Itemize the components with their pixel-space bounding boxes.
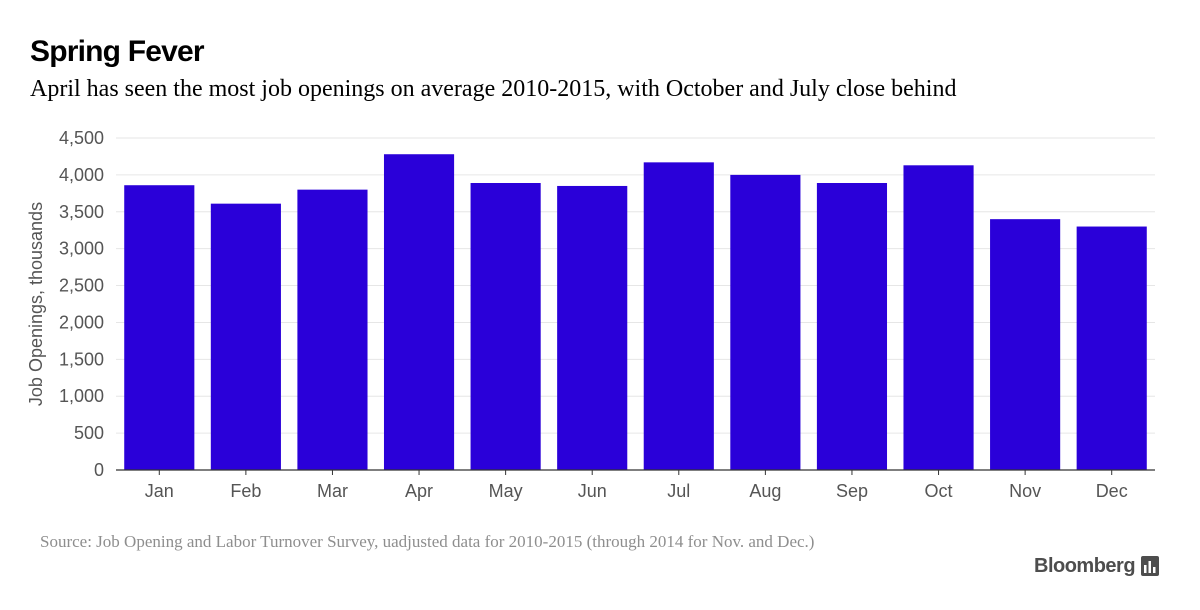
y-tick-label: 3,500 (59, 202, 104, 222)
x-tick-label: Jan (145, 481, 174, 501)
bars (124, 154, 1147, 470)
y-tick-label: 1,000 (59, 386, 104, 406)
bar-sep (816, 183, 888, 470)
bar-aug (730, 174, 801, 470)
bar-apr (383, 154, 455, 470)
x-tick-label: Mar (317, 481, 348, 501)
x-tick-label: Oct (925, 481, 953, 501)
bar-mar (297, 189, 368, 470)
bar-dec (1076, 226, 1147, 470)
bar-jun (557, 185, 628, 470)
bar-nov (990, 219, 1061, 470)
y-tick-label: 0 (94, 460, 104, 480)
bloomberg-brand: Bloomberg (1034, 553, 1160, 579)
y-tick-label: 3,000 (59, 239, 104, 259)
gridlines (116, 137, 1155, 434)
chart-title: Spring Fever (30, 35, 205, 68)
bloomberg-logo-text: Bloomberg (1034, 555, 1136, 577)
x-tick-label: May (489, 481, 523, 501)
y-tick-label: 4,500 (59, 128, 104, 148)
bar-jul (643, 162, 714, 470)
y-tick-label: 2,000 (59, 312, 104, 332)
x-tick-label: Jul (667, 481, 690, 501)
y-tick-label: 500 (74, 423, 104, 443)
y-tick-label: 1,500 (59, 349, 104, 369)
bar-chart: 0 500 1,000 1,500 2,000 2,500 3,000 3,500 4,000 4… (26, 128, 1155, 501)
y-axis-label: Job Openings, thousands (26, 202, 46, 406)
x-tick-label: Nov (1009, 481, 1041, 501)
bar-jan (124, 185, 195, 470)
bloomberg-chart-icon (1141, 556, 1160, 576)
x-tick-label: Dec (1096, 481, 1128, 501)
source-note: Source: Job Opening and Labor Turnover S… (40, 532, 815, 551)
bar-oct (903, 165, 974, 470)
x-tick-label: Jun (578, 481, 607, 501)
y-tick-label: 2,500 (59, 276, 104, 296)
chart-subtitle: April has seen the most job openings on … (30, 76, 957, 102)
x-tick-label: Sep (836, 481, 868, 501)
bar-feb (210, 203, 281, 470)
x-tick-label: Apr (405, 481, 433, 501)
axes: 0 500 1,000 1,500 2,000 2,500 3,000 3,500 4,000 4… (59, 128, 1155, 501)
x-tick-label: Aug (749, 481, 781, 501)
y-tick-label: 4,000 (59, 165, 104, 185)
bar-may (470, 183, 541, 470)
x-tick-label: Feb (230, 481, 261, 501)
